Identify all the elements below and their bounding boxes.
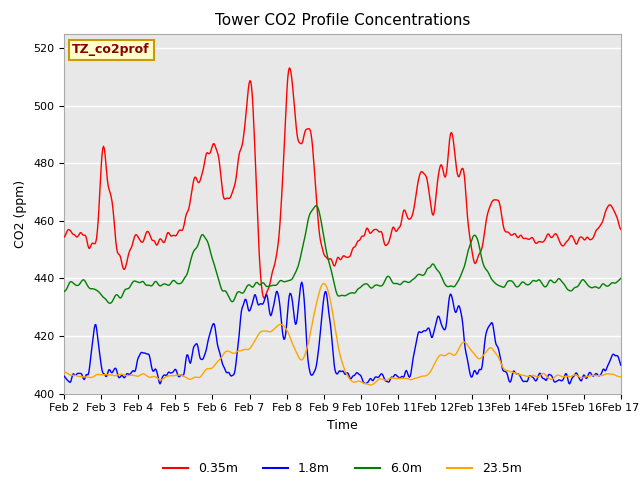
Y-axis label: CO2 (ppm): CO2 (ppm) bbox=[15, 180, 28, 248]
X-axis label: Time: Time bbox=[327, 419, 358, 432]
Title: Tower CO2 Profile Concentrations: Tower CO2 Profile Concentrations bbox=[214, 13, 470, 28]
Text: TZ_co2prof: TZ_co2prof bbox=[72, 43, 150, 56]
Legend: 0.35m, 1.8m, 6.0m, 23.5m: 0.35m, 1.8m, 6.0m, 23.5m bbox=[158, 457, 527, 480]
